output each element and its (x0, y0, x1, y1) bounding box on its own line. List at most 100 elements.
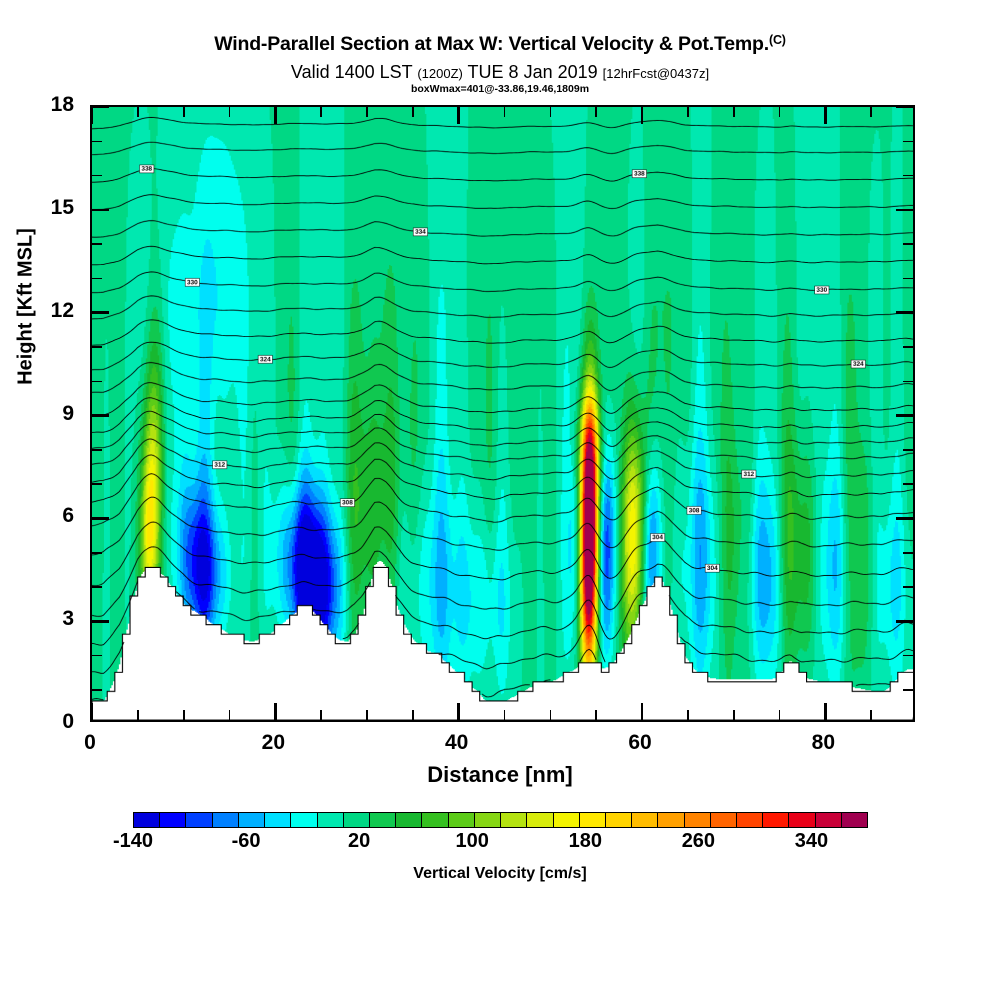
y-minor-tick-right (903, 140, 913, 143)
y-major-tick-right (896, 107, 913, 109)
x-minor-tick (412, 710, 414, 720)
colorbar (133, 812, 868, 828)
colorbar-swatch (186, 813, 213, 827)
y-minor-tick-right (903, 243, 913, 245)
x-major-tick (92, 703, 94, 720)
colorbar-swatch (343, 813, 370, 827)
colorbar-swatch (815, 813, 842, 827)
y-minor-tick (92, 689, 102, 691)
colorbar-tick-label: 180 (568, 830, 602, 852)
colorbar-swatch (474, 813, 502, 827)
colorbar-swatch (396, 813, 423, 827)
x-major-tick-top (274, 107, 277, 124)
y-minor-tick-right (903, 346, 913, 348)
x-minor-tick-top (503, 107, 506, 117)
y-tick-label: 9 (62, 401, 74, 425)
x-axis-label: Distance [nm] (427, 762, 573, 787)
colorbar-ticks: -140 -60 20 100 180 260 340 (113, 830, 868, 856)
x-minor-tick (549, 710, 552, 720)
x-minor-tick (137, 710, 139, 720)
copyright-superscript: (C) (768, 33, 786, 47)
x-tick-label: 60 (628, 731, 652, 754)
x-tick-label: 0 (84, 731, 96, 754)
x-minor-tick-top (549, 107, 552, 117)
y-minor-tick-right (903, 449, 913, 451)
y-axis-label: Height [Kft MSL] (14, 228, 37, 385)
y-minor-tick-right (903, 380, 913, 383)
y-minor-tick-right (903, 551, 913, 554)
x-major-tick-top (640, 107, 644, 124)
x-minor-tick-top (732, 107, 735, 117)
colorbar-swatch (527, 813, 554, 827)
x-minor-tick (732, 710, 735, 720)
y-minor-tick (92, 551, 102, 554)
colorbar-swatch (632, 813, 659, 827)
x-minor-tick (366, 710, 368, 720)
colorbar-swatch (710, 813, 738, 827)
chart-subtitle: Valid 1400 LST (1200Z) TUE 8 Jan 2019 [1… (0, 62, 1000, 83)
colorbar-swatch (291, 813, 318, 827)
x-minor-tick (228, 710, 231, 720)
colorbar-swatch (763, 813, 790, 827)
colorbar-tick-label: 340 (794, 830, 829, 852)
x-minor-tick (182, 710, 185, 720)
y-minor-tick-right (903, 689, 913, 691)
y-minor-tick (92, 277, 102, 280)
x-tick-label: 40 (444, 731, 469, 754)
x-major-tick (274, 703, 277, 720)
x-minor-tick (595, 710, 598, 720)
cross-section-canvas (92, 107, 913, 720)
colorbar-swatch (422, 813, 449, 827)
y-major-tick (92, 517, 109, 520)
y-minor-tick-right (903, 483, 913, 485)
colorbar-tick-label: 100 (455, 830, 489, 852)
colorbar-swatch (238, 813, 266, 827)
subtitle-valid-time: Valid 1400 LST (290, 62, 418, 82)
y-minor-tick-right (903, 174, 913, 177)
colorbar-swatch (841, 813, 868, 827)
x-major-tick-top (92, 107, 94, 124)
x-minor-tick (870, 710, 873, 720)
y-tick-label: 0 (62, 710, 74, 733)
x-major-tick (640, 703, 644, 720)
plot-canvas-wrap (92, 107, 913, 720)
chart-annotation-maxw: boxWmax=401@-33.86,19.46,1809m (410, 83, 590, 95)
x-minor-tick (503, 710, 506, 720)
y-major-tick (92, 414, 109, 417)
x-minor-tick-top (595, 107, 598, 117)
y-major-tick-right (896, 619, 913, 623)
y-major-tick (92, 311, 109, 315)
y-major-tick (92, 208, 109, 212)
x-major-tick (457, 703, 461, 720)
subtitle-utc-time: (1200Z) (417, 66, 463, 81)
x-tick-label: 20 (261, 731, 286, 754)
x-minor-tick (687, 710, 689, 720)
colorbar-swatch (737, 813, 764, 827)
colorbar-swatch (658, 813, 685, 827)
colorbar-tick-label: 260 (681, 830, 716, 852)
colorbar-swatch (579, 813, 606, 827)
x-major-tick-top (824, 107, 827, 124)
colorbar-swatch (605, 813, 633, 827)
x-major-tick (824, 703, 827, 720)
y-major-tick-right (896, 517, 913, 520)
colorbar-swatch (134, 813, 161, 827)
chart-title: Wind-Parallel Section at Max W: Vertical… (0, 33, 1000, 56)
y-axis-ticks: 0 3 6 9 12 15 18 (36, 93, 74, 733)
y-minor-tick (92, 449, 102, 451)
subtitle-date: TUE 8 Jan 2019 (462, 62, 603, 82)
x-minor-tick (320, 710, 323, 720)
x-minor-tick-top (366, 107, 368, 117)
y-minor-tick (92, 586, 102, 588)
colorbar-swatch (684, 813, 711, 827)
y-tick-label: 18 (50, 93, 74, 116)
y-minor-tick (92, 380, 102, 383)
y-major-tick (92, 107, 109, 109)
colorbar-tick-label: -140 (112, 830, 154, 852)
y-tick-label: 12 (50, 298, 74, 322)
x-axis-ticks: 0 20 40 60 80 (84, 731, 915, 759)
x-minor-tick-top (320, 107, 323, 117)
y-minor-tick (92, 483, 102, 485)
x-tick-label: 80 (811, 731, 836, 754)
